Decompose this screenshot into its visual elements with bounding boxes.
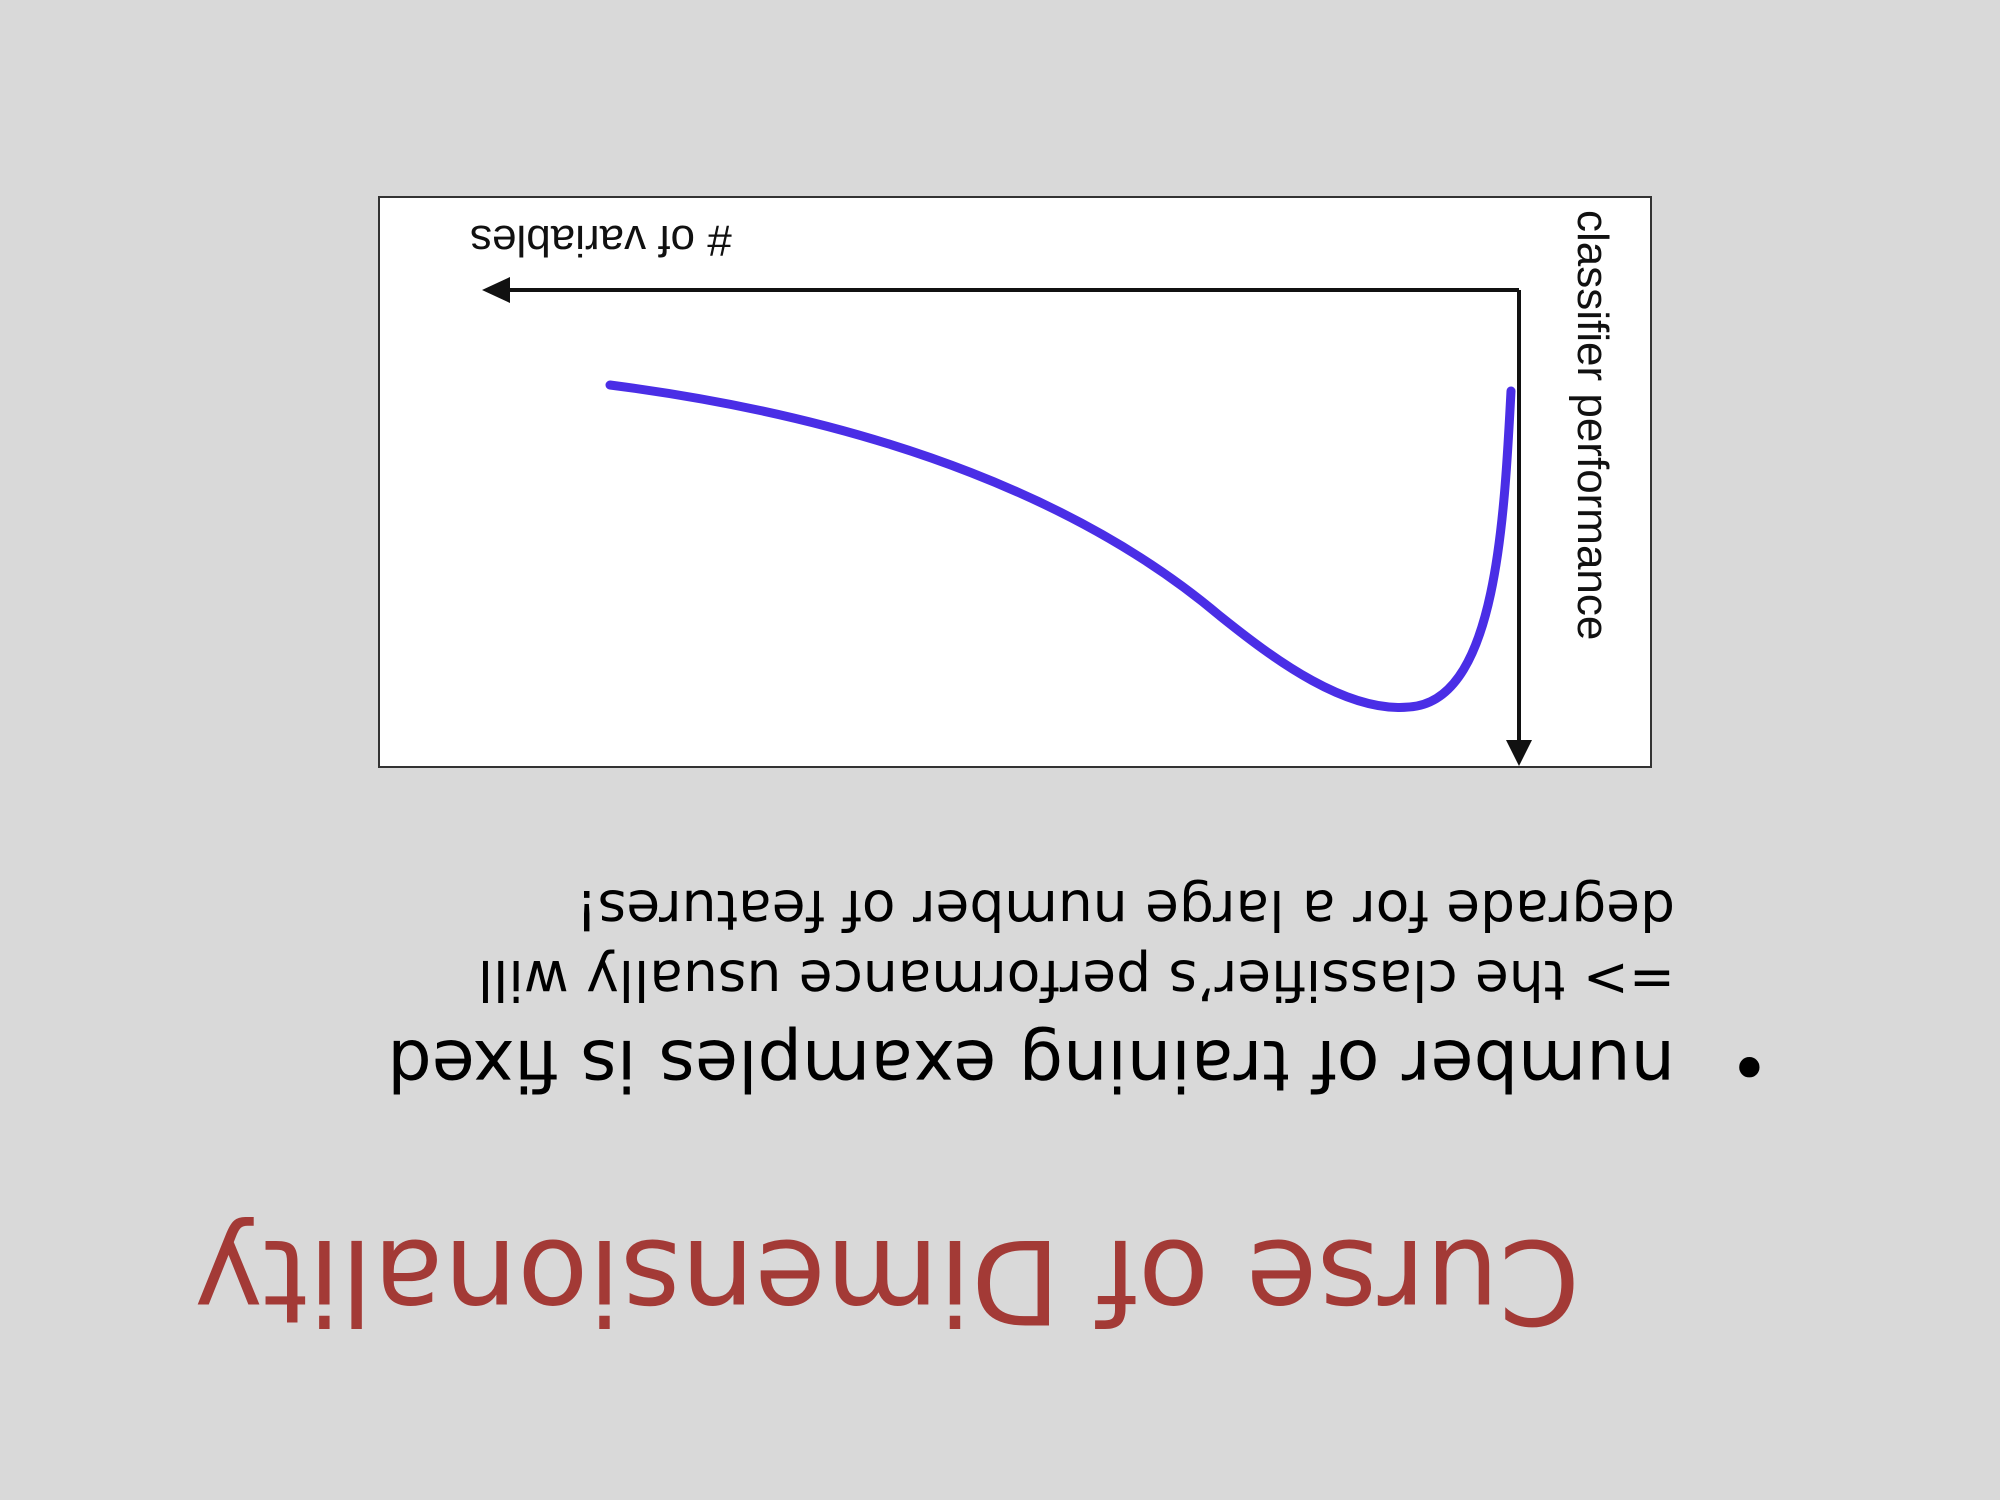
chart-figure: classifier performance # of variables xyxy=(378,196,1652,768)
y-axis-arrow xyxy=(1506,290,1532,766)
performance-curve xyxy=(605,380,1516,712)
bullet-subline-2: degrade for a large number of features! xyxy=(575,878,1675,942)
bullet-subline-1: => the classifier’s performance usually … xyxy=(477,948,1675,1012)
x-axis-label: # of variables xyxy=(470,216,732,265)
chart-svg: classifier performance # of variables xyxy=(470,210,1617,766)
x-axis-arrow xyxy=(482,277,1519,303)
bullet-row: • number of training examples is fixed xyxy=(270,1015,1770,1115)
y-axis-label: classifier performance xyxy=(1568,210,1617,640)
x-axis-arrowhead xyxy=(482,277,510,303)
bullet-dot: • xyxy=(1728,1024,1770,1106)
y-axis-arrowhead xyxy=(1506,740,1532,766)
bullet-text: number of training examples is fixed xyxy=(387,1024,1675,1106)
bullet-block: • number of training examples is fixed =… xyxy=(270,875,1770,1115)
slide-title: Curse of Dimensionality xyxy=(194,1213,1580,1348)
